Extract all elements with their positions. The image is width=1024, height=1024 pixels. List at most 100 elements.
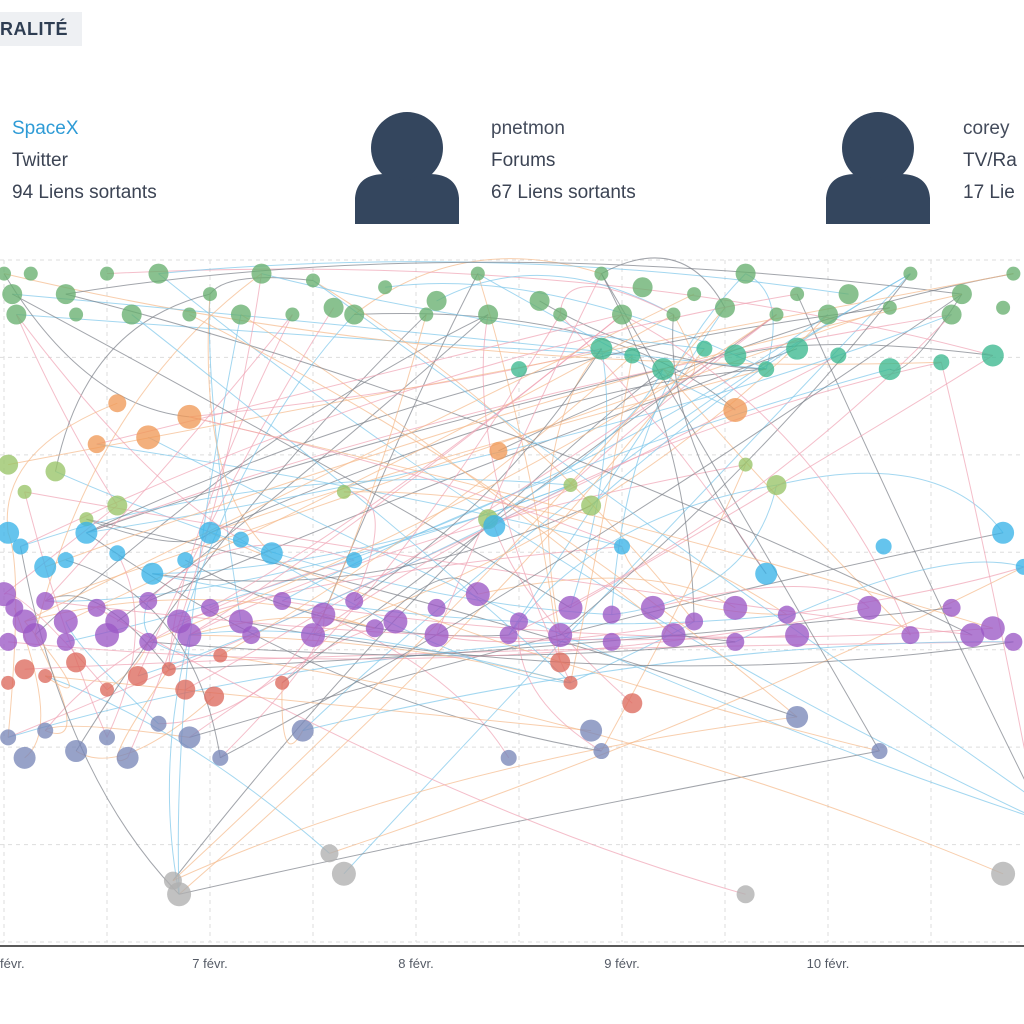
chart-node[interactable] bbox=[177, 404, 202, 429]
chart-node[interactable] bbox=[213, 648, 228, 663]
chart-node[interactable] bbox=[56, 632, 75, 651]
chart-node[interactable] bbox=[53, 609, 78, 634]
chart-node[interactable] bbox=[602, 632, 621, 651]
chart-node[interactable] bbox=[69, 307, 84, 322]
chart-node[interactable] bbox=[612, 304, 632, 325]
chart-node[interactable] bbox=[109, 545, 126, 562]
chart-node[interactable] bbox=[777, 605, 796, 624]
chart-node[interactable] bbox=[419, 307, 434, 322]
chart-node[interactable] bbox=[563, 478, 578, 493]
chart-node[interactable] bbox=[624, 347, 641, 364]
chart-node[interactable] bbox=[139, 592, 158, 610]
chart-node[interactable] bbox=[121, 304, 142, 325]
chart-node[interactable] bbox=[323, 297, 344, 318]
chart-node[interactable] bbox=[116, 746, 139, 769]
chart-node[interactable] bbox=[232, 531, 249, 548]
chart-node[interactable] bbox=[687, 287, 702, 302]
chart-node[interactable] bbox=[199, 521, 221, 544]
chart-node[interactable] bbox=[136, 425, 161, 450]
chart-node[interactable] bbox=[100, 266, 114, 281]
chart-node[interactable] bbox=[942, 598, 961, 617]
chart-node[interactable] bbox=[178, 726, 201, 749]
chart-node[interactable] bbox=[378, 280, 393, 295]
chart-node[interactable] bbox=[320, 844, 339, 863]
chart-node[interactable] bbox=[769, 307, 784, 322]
chart-node[interactable] bbox=[38, 669, 53, 684]
chart-node[interactable] bbox=[57, 552, 74, 569]
chart-node[interactable] bbox=[13, 746, 36, 769]
chart-node[interactable] bbox=[37, 722, 54, 739]
chart-node[interactable] bbox=[22, 623, 47, 648]
chart-node[interactable] bbox=[996, 300, 1011, 315]
chart-node[interactable] bbox=[558, 595, 583, 620]
chart-node[interactable] bbox=[818, 304, 838, 325]
chart-node[interactable] bbox=[882, 300, 897, 315]
chart-node[interactable] bbox=[0, 521, 20, 544]
chart-node[interactable] bbox=[2, 284, 23, 305]
chart-node[interactable] bbox=[285, 307, 300, 322]
chart-node[interactable] bbox=[177, 552, 194, 569]
chart-node[interactable] bbox=[593, 743, 610, 760]
chart-node[interactable] bbox=[273, 592, 292, 610]
chart-node[interactable] bbox=[550, 652, 571, 673]
chart-node[interactable] bbox=[901, 626, 920, 645]
chart-node[interactable] bbox=[242, 626, 261, 645]
chart-node[interactable] bbox=[594, 266, 609, 281]
chart-node[interactable] bbox=[148, 263, 169, 284]
chart-node[interactable] bbox=[306, 273, 320, 288]
chart-node[interactable] bbox=[427, 598, 446, 617]
chart-node[interactable] bbox=[383, 609, 408, 634]
chart-node[interactable] bbox=[529, 290, 550, 311]
chart-node[interactable] bbox=[1, 675, 16, 690]
chart-node[interactable] bbox=[632, 277, 653, 298]
chart-node[interactable] bbox=[614, 538, 630, 555]
chart-node[interactable] bbox=[1006, 266, 1021, 281]
chart-node[interactable] bbox=[838, 284, 859, 305]
chart-node[interactable] bbox=[755, 562, 778, 585]
chart-node[interactable] bbox=[960, 623, 985, 648]
chart-node[interactable] bbox=[981, 344, 1004, 367]
chart-node[interactable] bbox=[696, 340, 713, 357]
chart-node[interactable] bbox=[726, 632, 745, 651]
chart-node[interactable] bbox=[951, 284, 972, 305]
chart-node[interactable] bbox=[65, 740, 88, 763]
chart-node[interactable] bbox=[511, 361, 527, 378]
chart-node[interactable] bbox=[483, 514, 506, 537]
chart-node[interactable] bbox=[201, 598, 219, 617]
chart-node[interactable] bbox=[182, 307, 197, 322]
chart-node[interactable] bbox=[685, 612, 704, 631]
chart-node[interactable] bbox=[107, 495, 128, 516]
chart-node[interactable] bbox=[0, 632, 18, 651]
chart-node[interactable] bbox=[715, 297, 735, 318]
chart-node[interactable] bbox=[499, 626, 518, 645]
chart-node[interactable] bbox=[344, 304, 365, 325]
chart-node[interactable] bbox=[602, 605, 621, 624]
chart-node[interactable] bbox=[17, 484, 32, 499]
chart-node[interactable] bbox=[127, 666, 148, 687]
chart-node[interactable] bbox=[260, 542, 283, 565]
chart-node[interactable] bbox=[203, 287, 217, 302]
chart-node[interactable] bbox=[878, 358, 901, 381]
chart-node[interactable] bbox=[87, 435, 106, 454]
chart-node[interactable] bbox=[991, 861, 1016, 886]
chart-node[interactable] bbox=[830, 347, 847, 364]
chart-node[interactable] bbox=[108, 394, 127, 413]
chart-node[interactable] bbox=[167, 882, 192, 907]
chart-node[interactable] bbox=[622, 693, 643, 714]
chart-node[interactable] bbox=[0, 729, 17, 746]
chart-node[interactable] bbox=[723, 595, 748, 620]
chart-node[interactable] bbox=[786, 705, 809, 728]
chart-node[interactable] bbox=[6, 304, 27, 325]
chart-node[interactable] bbox=[790, 287, 805, 302]
chart-node[interactable] bbox=[941, 304, 962, 325]
chart-node[interactable] bbox=[510, 612, 528, 631]
chart-node[interactable] bbox=[311, 602, 336, 627]
chart-node[interactable] bbox=[465, 582, 490, 607]
chart-node[interactable] bbox=[875, 538, 892, 555]
chart-node[interactable] bbox=[548, 623, 573, 648]
chart-node[interactable] bbox=[640, 595, 665, 620]
chart-node[interactable] bbox=[175, 679, 196, 700]
chart-node[interactable] bbox=[212, 749, 229, 766]
chart-node[interactable] bbox=[470, 266, 485, 281]
chart-node[interactable] bbox=[766, 475, 787, 496]
